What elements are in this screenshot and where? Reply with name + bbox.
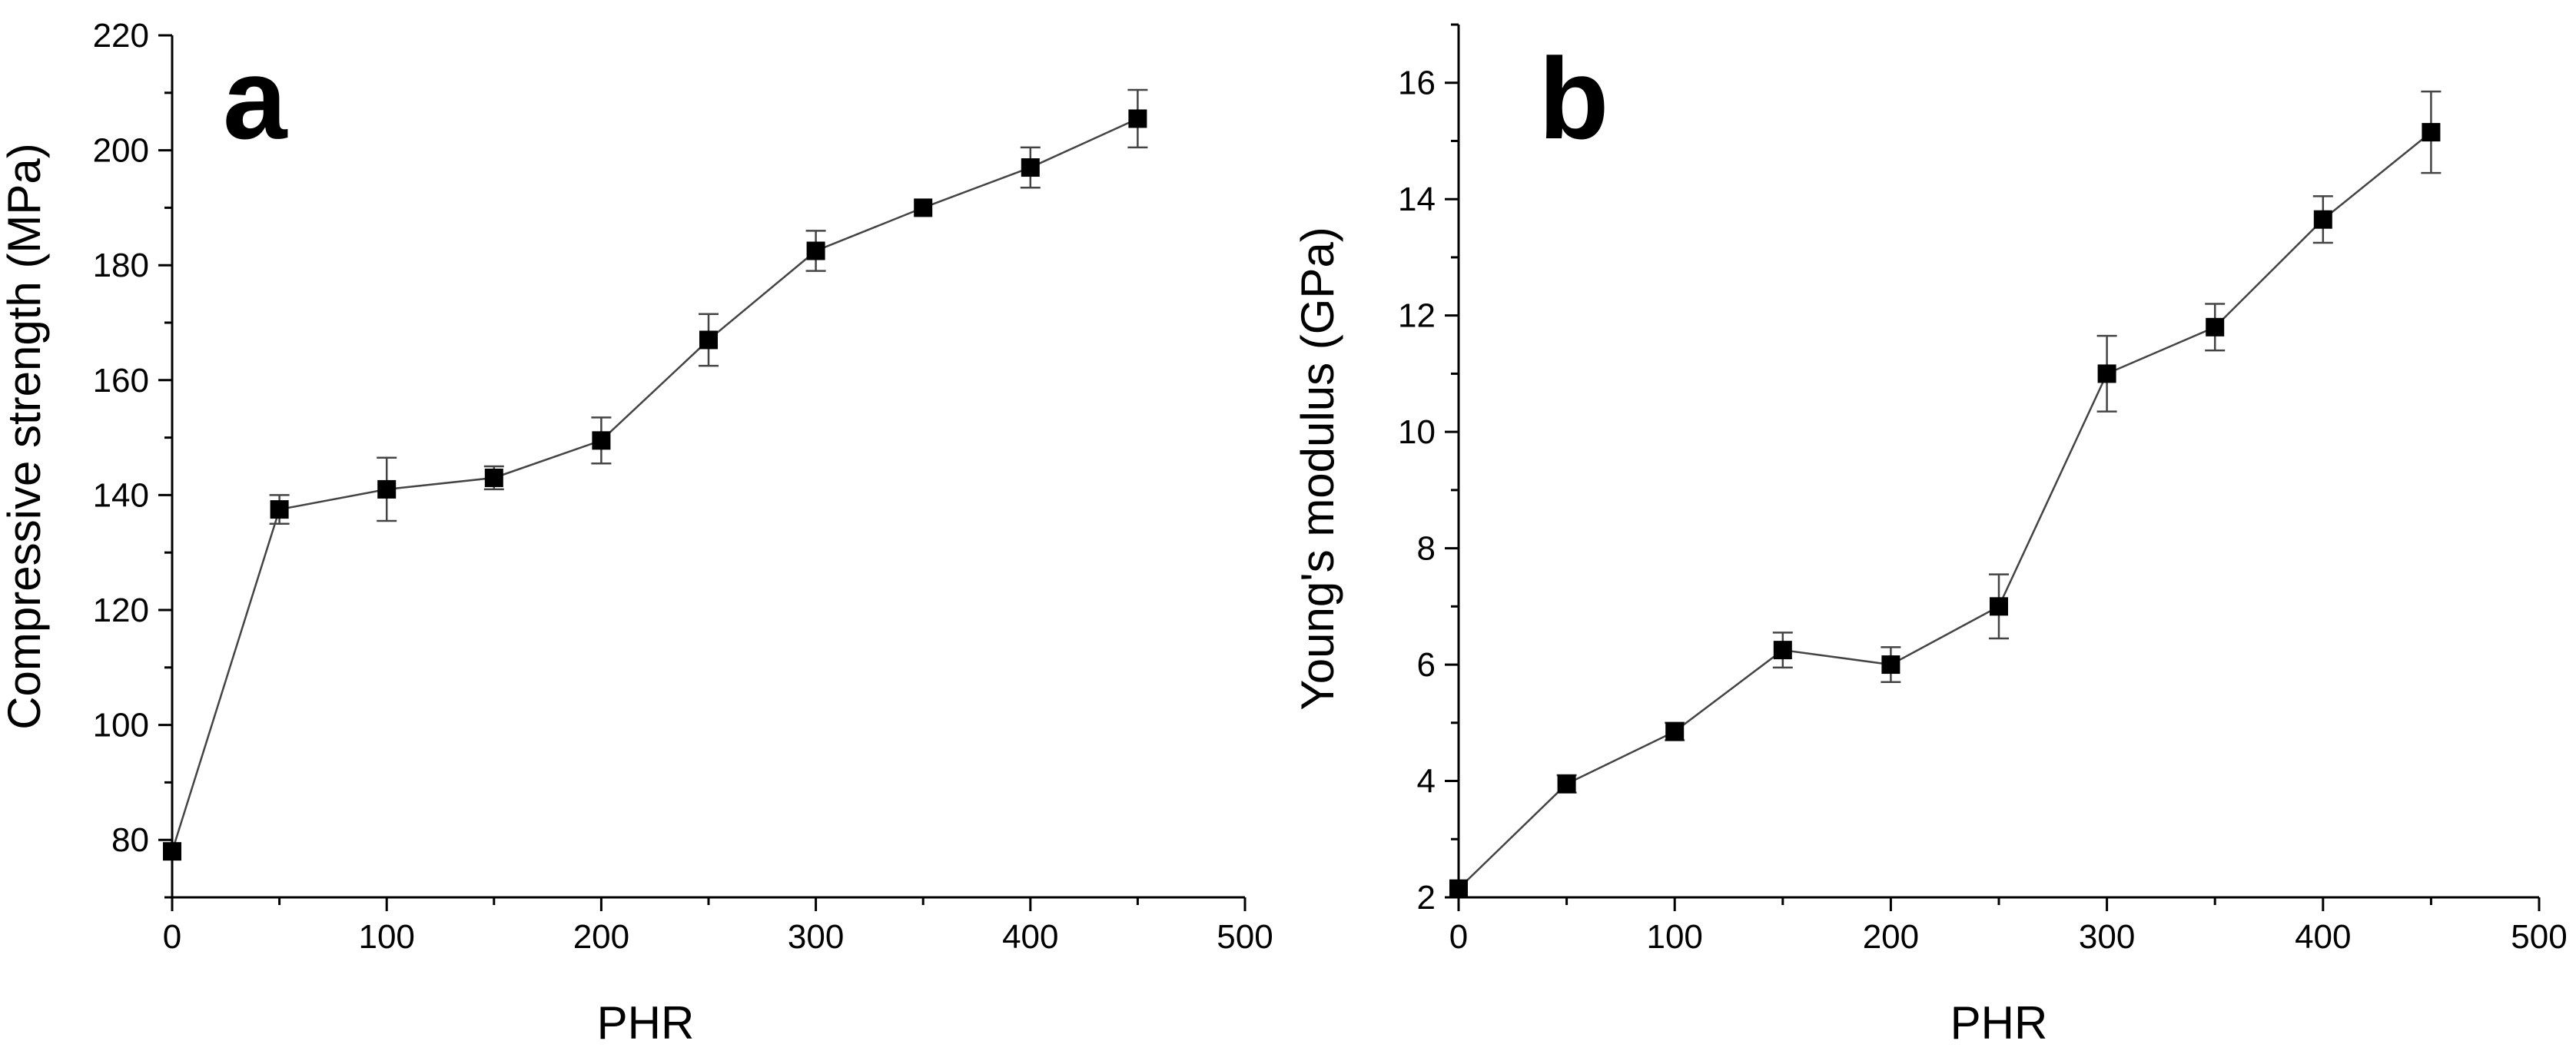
panel-b-y-tick-label: 2 [1417,879,1436,917]
panel-b-y-tick-label: 4 [1417,763,1436,801]
panel-a-x-axis-title: PHR [597,997,695,1049]
panel-a-letter: a [223,34,288,163]
panel-b-y-tick-label: 8 [1417,530,1436,568]
panel-b-data-point [1665,722,1685,741]
panel-a-x-tick-label: 400 [1002,918,1058,956]
panel-a-data-point [484,468,503,487]
panel-a-x-tick-label: 500 [1217,918,1273,956]
panel-b-data-point [1990,597,2008,616]
panel-a-data-point [1021,158,1040,177]
panel-b-data-point [2422,123,2441,142]
panel-b-series-line [1458,131,2432,890]
panel-b-data-point [1557,774,1576,794]
panel-b-data-point [1449,879,1468,898]
panel-b: b PHR Young's modulus (GPa) 0 100 200 300 40… [1292,23,2568,1049]
panel-a-y-tick-label: 80 [111,821,149,859]
panel-a-y-tick-label: 100 [93,707,149,744]
panel-a-data-point [806,241,825,260]
panel-b-x-tick-label: 100 [1646,918,1702,956]
panel-a-data-point [163,842,181,861]
panel-a-y-tick-label: 140 [93,476,149,514]
panel-b-data-point [1881,655,1900,675]
panel-b-y-tick-label: 10 [1398,413,1436,451]
panel-b-data-point [2097,364,2116,383]
panel-a-y-tick-label: 120 [93,592,149,629]
panel-a-data-point [377,479,397,499]
panel-b-y-tick-label: 6 [1417,646,1436,684]
panel-b-x-tick-label: 500 [2511,918,2567,956]
panel-a-y-tick-label: 180 [93,247,149,284]
panel-b-x-tick-label: 400 [2295,918,2351,956]
panel-a-data-point [914,198,933,217]
panel-b-y-tick-label: 12 [1398,297,1436,335]
panel-b-data-point [1773,641,1792,660]
panel-b-data-point [2313,210,2332,229]
panel-b-letter: b [1539,34,1609,163]
panel-a-y-tick-label: 220 [93,17,149,55]
panel-a: a PHR Compressive strength (MPa) 0 100 200… [0,17,1273,1049]
panel-a-x-tick-label: 200 [573,918,629,956]
panel-b-x-tick-label: 0 [1449,918,1468,956]
panel-b-x-axis-title: PHR [1950,997,2048,1049]
panel-a-data-point [592,431,611,450]
panel-a-data-point [699,330,718,350]
panel-a-series-line [171,118,1138,852]
panel-b-y-tick-label: 14 [1398,181,1436,218]
panel-a-x-tick-label: 300 [788,918,844,956]
panel-a-x-tick-label: 100 [358,918,414,956]
panel-b-data-point [2206,317,2225,337]
panel-b-y-tick-label: 16 [1398,65,1436,102]
panel-a-y-axis-title: Compressive strength (MPa) [0,143,50,730]
panel-a-data-point [270,500,289,519]
panel-a-y-tick-label: 160 [93,362,149,400]
panel-b-y-axis-title: Young's modulus (GPa) [1292,227,1343,711]
panel-a-y-tick-label: 200 [93,132,149,170]
panel-a-data-point [1128,109,1147,128]
panel-a-x-tick-label: 0 [163,918,181,956]
panel-b-x-tick-label: 200 [1863,918,1919,956]
panel-b-x-tick-label: 300 [2079,918,2135,956]
